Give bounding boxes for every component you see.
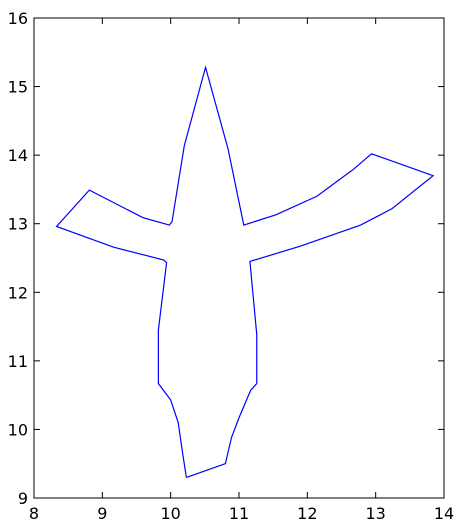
y-tick-label: 16	[8, 9, 28, 28]
y-tick-label: 10	[8, 420, 28, 439]
x-tick-label: 14	[434, 504, 454, 523]
x-tick-label: 10	[160, 504, 180, 523]
x-tick-label: 11	[229, 504, 249, 523]
plot-area-frame	[33, 17, 445, 499]
y-tick-label: 11	[8, 352, 28, 371]
y-tick-label: 12	[8, 283, 28, 302]
y-tick-label: 13	[8, 215, 28, 234]
y-tick-label: 14	[8, 146, 28, 165]
x-tick-label: 12	[297, 504, 317, 523]
plot-marks	[55, 65, 435, 478]
x-tick-label: 9	[97, 504, 107, 523]
y-tick-label: 9	[18, 489, 28, 508]
series-line-0	[55, 65, 435, 478]
x-tick-label: 13	[365, 504, 385, 523]
y-tick-label: 15	[8, 78, 28, 97]
x-tick-label: 8	[29, 504, 39, 523]
